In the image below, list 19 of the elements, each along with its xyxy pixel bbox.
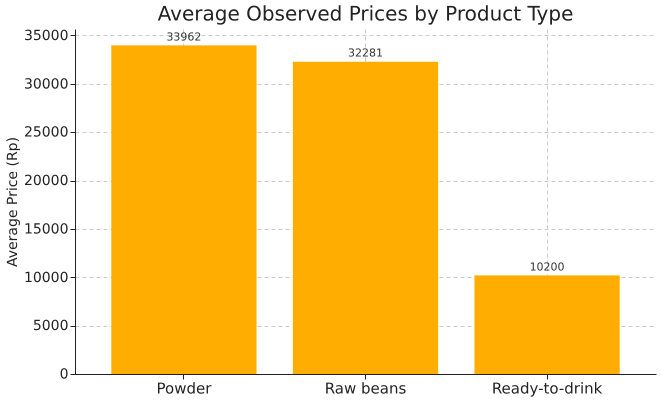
x-tick-label: Ready-to-drink [492,380,603,398]
data-label: 32281 [348,46,383,60]
x-tick-label: Powder [156,380,212,398]
chart-title: Average Observed Prices by Product Type [158,1,574,26]
bar [111,45,257,374]
y-tick-label: 5000 [32,318,68,334]
y-tick-label: 25000 [24,124,68,141]
data-label: 10200 [530,260,565,274]
y-axis-title: Average Price (Rp) [4,136,21,268]
y-tick-label: 0 [60,366,68,382]
data-label: 33962 [166,30,202,44]
y-tick-label: 35000 [24,28,68,44]
bar [292,62,438,374]
y-tick-label: 30000 [24,76,68,92]
y-tick-label: 15000 [24,221,68,238]
bar [474,275,620,374]
y-tick-label: 10000 [24,270,68,286]
y-tick-label: 20000 [24,173,68,190]
x-tick-label: Raw beans [324,380,406,398]
